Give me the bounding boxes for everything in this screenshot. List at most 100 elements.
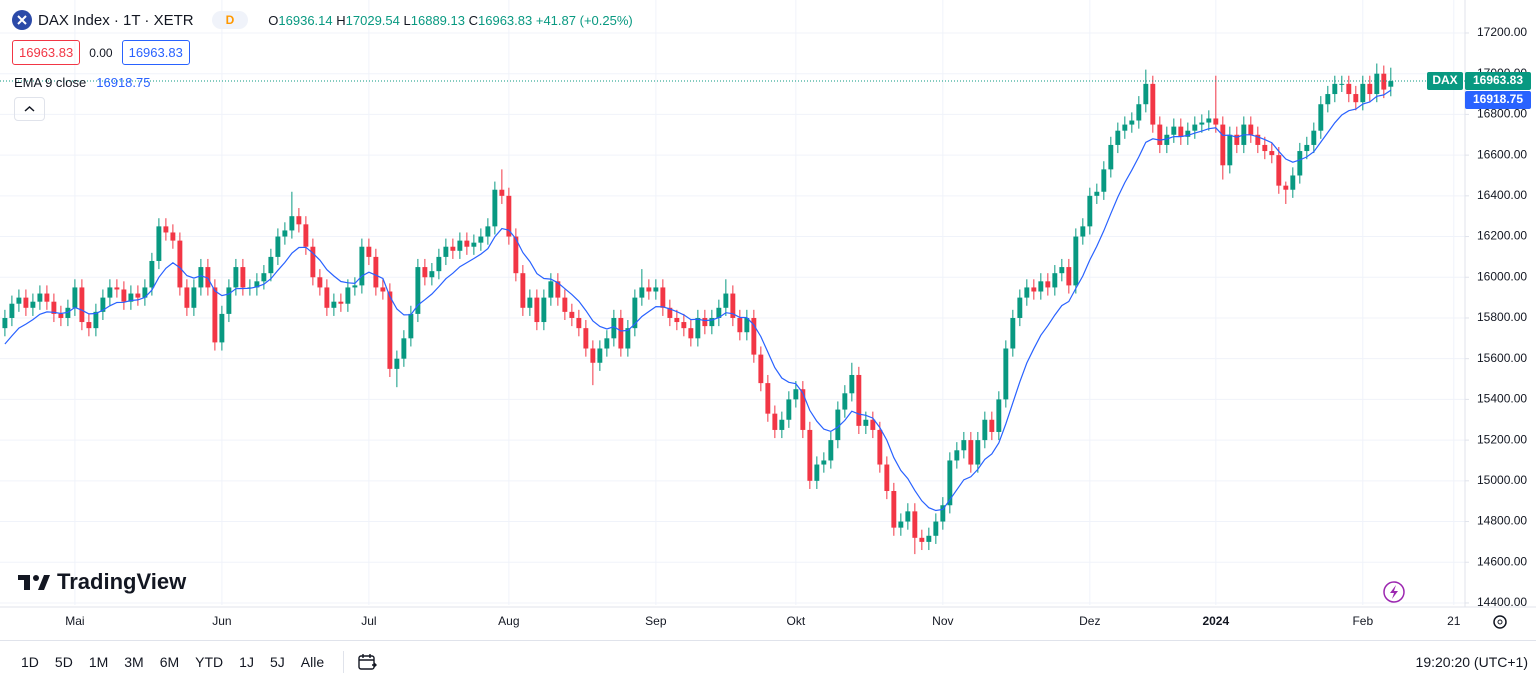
candle-body — [779, 419, 785, 430]
candle-body — [667, 307, 673, 318]
candle-body — [261, 273, 267, 282]
collapse-button[interactable] — [14, 97, 45, 121]
range-button[interactable]: Alle — [300, 654, 325, 670]
candle-body — [282, 230, 288, 237]
candle-body — [366, 246, 372, 257]
candle-body — [674, 317, 680, 323]
l-label: L — [403, 12, 411, 28]
y-tick-label: 16600.00 — [1477, 147, 1527, 161]
candle-body — [100, 297, 106, 312]
candle-body — [23, 297, 29, 308]
candle-body — [1101, 169, 1107, 192]
candle-body — [352, 285, 358, 288]
candle-body — [1332, 83, 1338, 95]
logo: TradingView — [18, 569, 187, 594]
candle-body — [1304, 144, 1310, 152]
bolt-icon[interactable] — [1383, 581, 1405, 603]
candle-body — [716, 307, 722, 318]
settings-icon[interactable] — [1493, 615, 1507, 629]
candle-body — [625, 328, 631, 349]
candle-body — [79, 287, 85, 323]
candle-body — [1262, 144, 1268, 152]
candle-body — [1374, 73, 1380, 95]
candle-body — [1150, 83, 1156, 125]
candle-body — [1136, 104, 1142, 121]
candle-body — [618, 317, 624, 349]
y-tick-label: 15400.00 — [1477, 392, 1527, 406]
range-button[interactable]: 3M — [124, 654, 144, 670]
candle-body — [926, 535, 932, 542]
candle-body — [1353, 94, 1359, 103]
candle-body — [870, 419, 876, 430]
x-tick-label: Dez — [1079, 614, 1100, 628]
clock[interactable]: 19:20:20 (UTC+1) — [1415, 654, 1528, 670]
legend-price-row: 16963.83 0.00 16963.83 — [12, 40, 190, 65]
plot — [2, 63, 1394, 555]
candle-body — [968, 440, 974, 465]
candle-body — [1045, 281, 1051, 288]
candle-body — [1367, 83, 1373, 95]
range-button[interactable]: 5D — [54, 654, 73, 670]
candle-body — [590, 348, 596, 363]
candle-body — [821, 460, 827, 465]
candle-body — [814, 464, 820, 481]
candle-body — [1248, 124, 1254, 135]
candle-body — [142, 287, 148, 298]
candle-body — [289, 216, 295, 231]
candle-body — [842, 393, 848, 410]
candle-body — [961, 440, 967, 451]
sell-price[interactable]: 16963.83 — [12, 40, 81, 65]
buy-price[interactable]: 16963.83 — [121, 40, 190, 65]
candle-body — [317, 277, 323, 288]
date-range-button[interactable] — [356, 651, 378, 673]
legend-symbol-row: DAX Index · 1T · XETR D O16936.14 H17029… — [12, 10, 633, 30]
candle-body — [373, 256, 379, 288]
symbol: DAX Index · 1T · XETR — [38, 11, 194, 29]
candle-body — [940, 505, 946, 522]
range-button[interactable]: 1J — [239, 654, 254, 670]
range-button[interactable]: 6M — [159, 654, 180, 670]
candle-body — [394, 358, 400, 369]
candle-body — [485, 226, 491, 237]
candle-body — [709, 317, 715, 327]
candle-body — [793, 389, 799, 400]
symbol-label-bg — [1427, 72, 1463, 91]
range-button[interactable]: YTD — [195, 654, 224, 670]
candle-body — [1227, 134, 1233, 166]
range-button[interactable]: 5J — [269, 654, 285, 670]
range-button[interactable]: 1M — [88, 654, 109, 670]
spread: 0.00 — [89, 45, 113, 60]
candle-body — [513, 236, 519, 274]
candle-body — [107, 287, 113, 298]
last-price-label: 16963.83 — [1473, 73, 1523, 87]
candle-body — [933, 521, 939, 536]
x-tick-label: Nov — [932, 614, 953, 628]
candle-body — [478, 236, 484, 243]
logo-text: TradingView — [57, 569, 187, 594]
candle-body — [744, 317, 750, 333]
o-label: O — [268, 12, 279, 28]
candle-body — [457, 240, 463, 251]
candle-body — [975, 440, 981, 465]
o-value: 16936.14 — [278, 12, 333, 28]
candle-body — [1031, 287, 1037, 292]
candle-body — [772, 413, 778, 430]
candle-body — [751, 317, 757, 355]
candle-body — [16, 297, 22, 304]
candle-body — [506, 195, 512, 237]
y-tick-label: 15000.00 — [1477, 473, 1527, 487]
candle-body — [569, 311, 575, 318]
candle-body — [996, 399, 1002, 432]
candle-body — [849, 374, 855, 394]
legend-ema-row: EMA 9 close 16918.75 — [14, 75, 151, 90]
candle-body — [1213, 118, 1219, 125]
candle-body — [905, 511, 911, 522]
range-button[interactable]: 1D — [21, 654, 39, 670]
candle-body — [464, 240, 470, 247]
candle-body — [121, 289, 127, 302]
candle-body — [135, 293, 141, 298]
candle-body — [471, 242, 477, 247]
candle-body — [611, 317, 617, 339]
candle-body — [1346, 83, 1352, 95]
candle-body — [58, 313, 64, 318]
